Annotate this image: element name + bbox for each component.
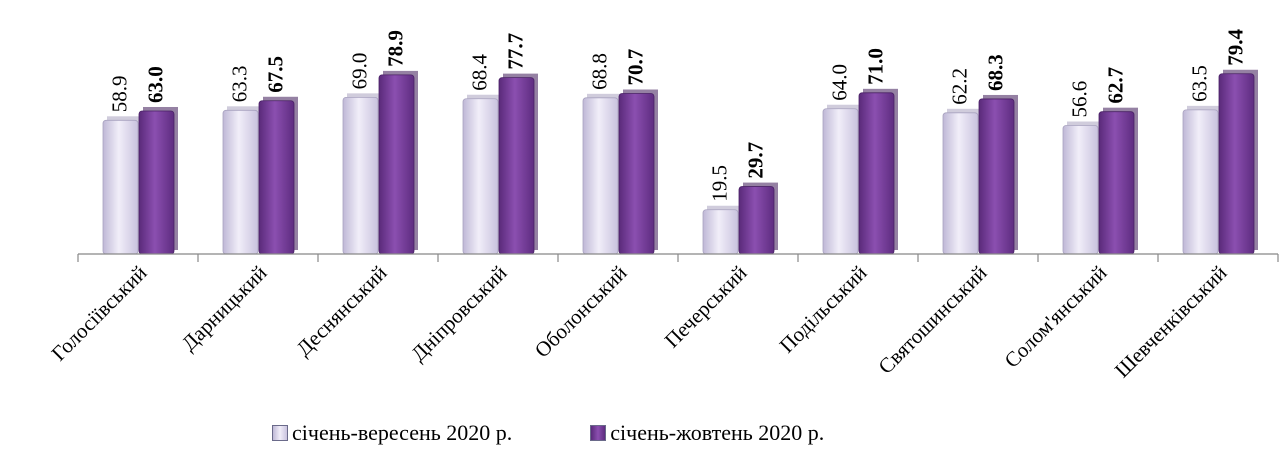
bar-series-1-8 [1062,125,1099,255]
bar-series-2-0 [138,110,175,255]
data-label-series-2-8: 62.7 [1104,67,1128,104]
data-label-series-2-1: 67.5 [264,56,288,93]
x-tick-label-6: Подільський [775,261,872,358]
bar-series-2-9 [1218,73,1255,255]
bars-layer [102,69,1258,255]
data-label-series-2-0: 63.0 [144,66,168,103]
bar-series-2-4 [618,93,655,255]
legend-item-series-1: січень-вересень 2020 р. [272,420,512,446]
data-label-series-2-3: 77.7 [504,33,528,70]
bar-series-2-3 [498,77,535,255]
bar-series-1-0 [102,119,139,255]
ticks-layer [77,254,1279,262]
x-tick-label-9: Шевченківський [1110,261,1232,383]
bar-series-2-5 [738,186,775,255]
x-tick-label-1: Дарницький [177,261,272,356]
data-label-series-2-6: 71.0 [864,48,888,85]
bar-series-2-6 [858,92,895,255]
bar-series-2-8 [1098,111,1135,255]
data-label-series-1-8: 56.6 [1068,81,1092,118]
bar-series-1-1 [222,109,259,255]
data-label-series-2-4: 70.7 [624,49,648,86]
data-label-series-1-0: 58.9 [108,76,132,113]
data-label-series-1-9: 63.5 [1188,65,1212,102]
data-label-series-2-7: 68.3 [984,54,1008,91]
data-label-series-2-9: 79.4 [1224,29,1248,66]
bar-series-2-1 [258,100,295,255]
legend-label-series-1: січень-вересень 2020 р. [292,420,513,445]
legend-swatch-series-1 [272,425,288,441]
data-label-series-1-6: 64.0 [828,64,852,101]
legend: січень-вересень 2020 р. січень-жовтень 2… [272,420,824,446]
data-label-series-2-5: 29.7 [744,142,768,179]
data-label-series-1-7: 62.2 [948,68,972,105]
data-label-series-1-2: 69.0 [348,53,372,90]
data-label-series-2-2: 78.9 [384,30,408,67]
bar-series-1-6 [822,108,859,255]
x-tick-label-7: Святошинський [873,261,991,379]
bar-series-2-2 [378,74,415,255]
bar-series-1-2 [342,96,379,255]
x-tick-label-0: Голосіївський [47,261,152,366]
bar-series-1-7 [942,112,979,255]
x-tick-label-8: Солом'янський [1000,261,1112,373]
data-label-series-1-4: 68.8 [588,53,612,90]
legend-swatch-series-2 [590,425,607,441]
bar-series-2-7 [978,98,1015,255]
legend-item-series-2: січень-жовтень 2020 р. [590,420,824,446]
legend-label-series-2: січень-жовтень 2020 р. [610,420,825,445]
x-tick-label-2: Деснянський [292,261,392,361]
data-label-series-1-3: 68.4 [468,53,492,90]
data-label-series-1-5: 19.5 [708,165,732,202]
bar-series-1-4 [582,97,619,255]
x-tick-label-3: Дніпровський [406,261,511,366]
bar-series-1-5 [702,209,739,255]
data-label-series-1-1: 63.3 [228,66,252,103]
x-tick-label-4: Оболонський [530,261,632,363]
bar-series-1-9 [1182,109,1219,255]
x-tick-label-5: Печерський [660,261,752,353]
bar-series-1-3 [462,98,499,255]
